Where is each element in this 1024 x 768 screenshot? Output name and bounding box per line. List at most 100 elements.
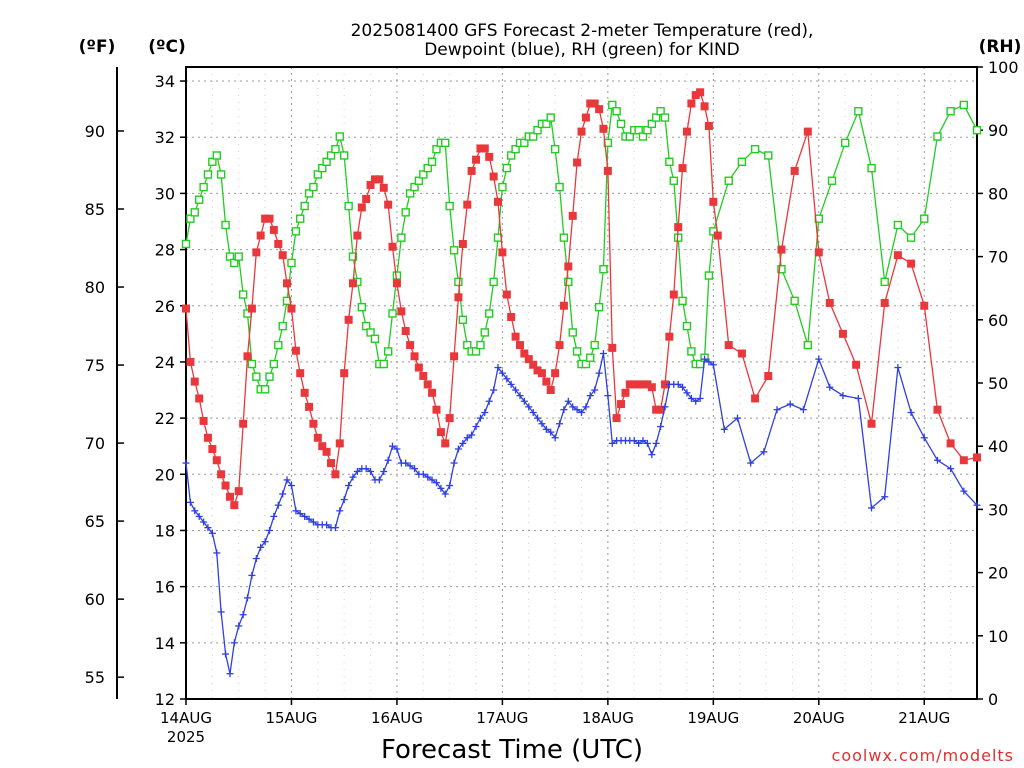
rh-point (326, 151, 336, 160)
temperature-point (577, 127, 586, 136)
dewpoint-point (661, 403, 669, 411)
temperature-point (182, 304, 190, 313)
rh-point (269, 359, 279, 369)
dewpoint-point (635, 439, 643, 447)
temperature-point (472, 155, 481, 164)
celsius-tick-label: 22 (155, 409, 175, 428)
rh-point (506, 151, 516, 160)
temperature-point (946, 439, 955, 448)
dewpoint-point (648, 451, 656, 459)
dewpoint-point (498, 369, 506, 377)
dewpoint-point (362, 465, 370, 473)
rh-tick-label: 90 (988, 121, 1008, 140)
temperature-point (384, 200, 393, 209)
rh-point (546, 113, 555, 122)
rh-point (230, 258, 239, 268)
dewpoint-point (639, 437, 647, 445)
temperature-point (300, 388, 309, 397)
rh-point (737, 157, 747, 167)
rh-point (252, 372, 261, 381)
celsius-tick-label: 12 (155, 690, 175, 709)
rh-tick-label: 30 (988, 500, 1008, 519)
rh-point (449, 246, 459, 255)
rh-point (194, 195, 204, 204)
rh-point (542, 119, 551, 129)
dewpoint-point (652, 439, 660, 447)
dewpoint-point (573, 406, 581, 414)
rh-point (401, 208, 410, 217)
dewpoint-point (296, 510, 304, 518)
temperature-point (239, 419, 248, 428)
temperature-point (617, 400, 626, 409)
rh-axis: 0 10 20 30 40 50 60 70 80 90 100 (977, 58, 1019, 709)
celsius-axis: 12 14 16 18 20 22 24 26 28 30 32 34 (155, 72, 186, 709)
dewpoint-point (507, 380, 515, 388)
dewpoint-point (608, 439, 616, 447)
temperature-point (838, 329, 847, 338)
dewpoint-point (586, 392, 594, 400)
dewpoint-point (760, 448, 768, 456)
dewpoint-point (674, 380, 682, 388)
rh-point (318, 163, 327, 173)
dewpoint-point (336, 507, 344, 515)
dewpoint-point (591, 386, 599, 394)
temperature-point (388, 242, 397, 251)
fahrenheit-tick-label: 60 (85, 590, 105, 609)
dewpoint-point (424, 473, 432, 481)
dewpoint-point (222, 650, 230, 658)
rh-tick-label: 60 (988, 311, 1008, 330)
dewpoint-point (868, 504, 876, 512)
temperature-point (880, 298, 889, 307)
dewpoint-point (340, 496, 348, 504)
temperature-point (318, 442, 327, 451)
rh-point (190, 208, 199, 217)
rh-point (348, 252, 358, 261)
dewpoint-point (446, 482, 454, 490)
temperature-point (287, 304, 296, 313)
temperature-point (498, 248, 507, 257)
dewpoint-point (437, 484, 445, 492)
temperature-point (221, 481, 230, 490)
temperature-point (331, 470, 340, 479)
temperature-point (322, 447, 331, 456)
dewpoint-point (595, 369, 603, 377)
dewpoint-point (747, 459, 755, 467)
dewpoint-point (569, 403, 577, 411)
temperature-point (379, 183, 388, 192)
celsius-tick-label: 34 (155, 72, 175, 91)
rh-point (867, 163, 876, 173)
x-axis-label: Forecast Time (UTC) (381, 735, 643, 765)
rh-point (678, 296, 687, 306)
series-dewpoint (182, 350, 981, 678)
temperature-point (335, 439, 344, 448)
dewpoint-point (481, 408, 489, 416)
temperature-point (529, 360, 538, 369)
rh-point (309, 182, 318, 192)
dewpoint-point (204, 524, 212, 532)
rh-point (454, 277, 463, 287)
temperature-point (511, 332, 520, 341)
temperature-point (212, 456, 221, 465)
temperature-point (243, 352, 252, 361)
dewpoint-point (494, 364, 502, 372)
fahrenheit-axis: 55 60 65 70 75 80 85 90 (85, 122, 124, 687)
rh-point (335, 132, 344, 141)
dewpoint-point (239, 611, 247, 619)
dewpoint-point (839, 392, 847, 400)
dewpoint-point (279, 490, 287, 498)
dewpoint-point (599, 350, 607, 358)
dewpoint-point (529, 408, 537, 416)
temperature-point (309, 419, 318, 428)
temperature-point (537, 369, 546, 378)
temperature-point (467, 166, 476, 175)
temperature-point (599, 124, 608, 133)
rh-point (682, 321, 692, 331)
fahrenheit-tick-label: 80 (85, 278, 105, 297)
rh-point (647, 119, 657, 129)
rh-point (840, 138, 850, 148)
x-tick-label: 15AUG (265, 709, 317, 727)
temperature-point (520, 349, 529, 358)
dewpoint-point (441, 490, 449, 498)
dewpoint-point (230, 639, 238, 647)
temperature-point (555, 341, 564, 350)
